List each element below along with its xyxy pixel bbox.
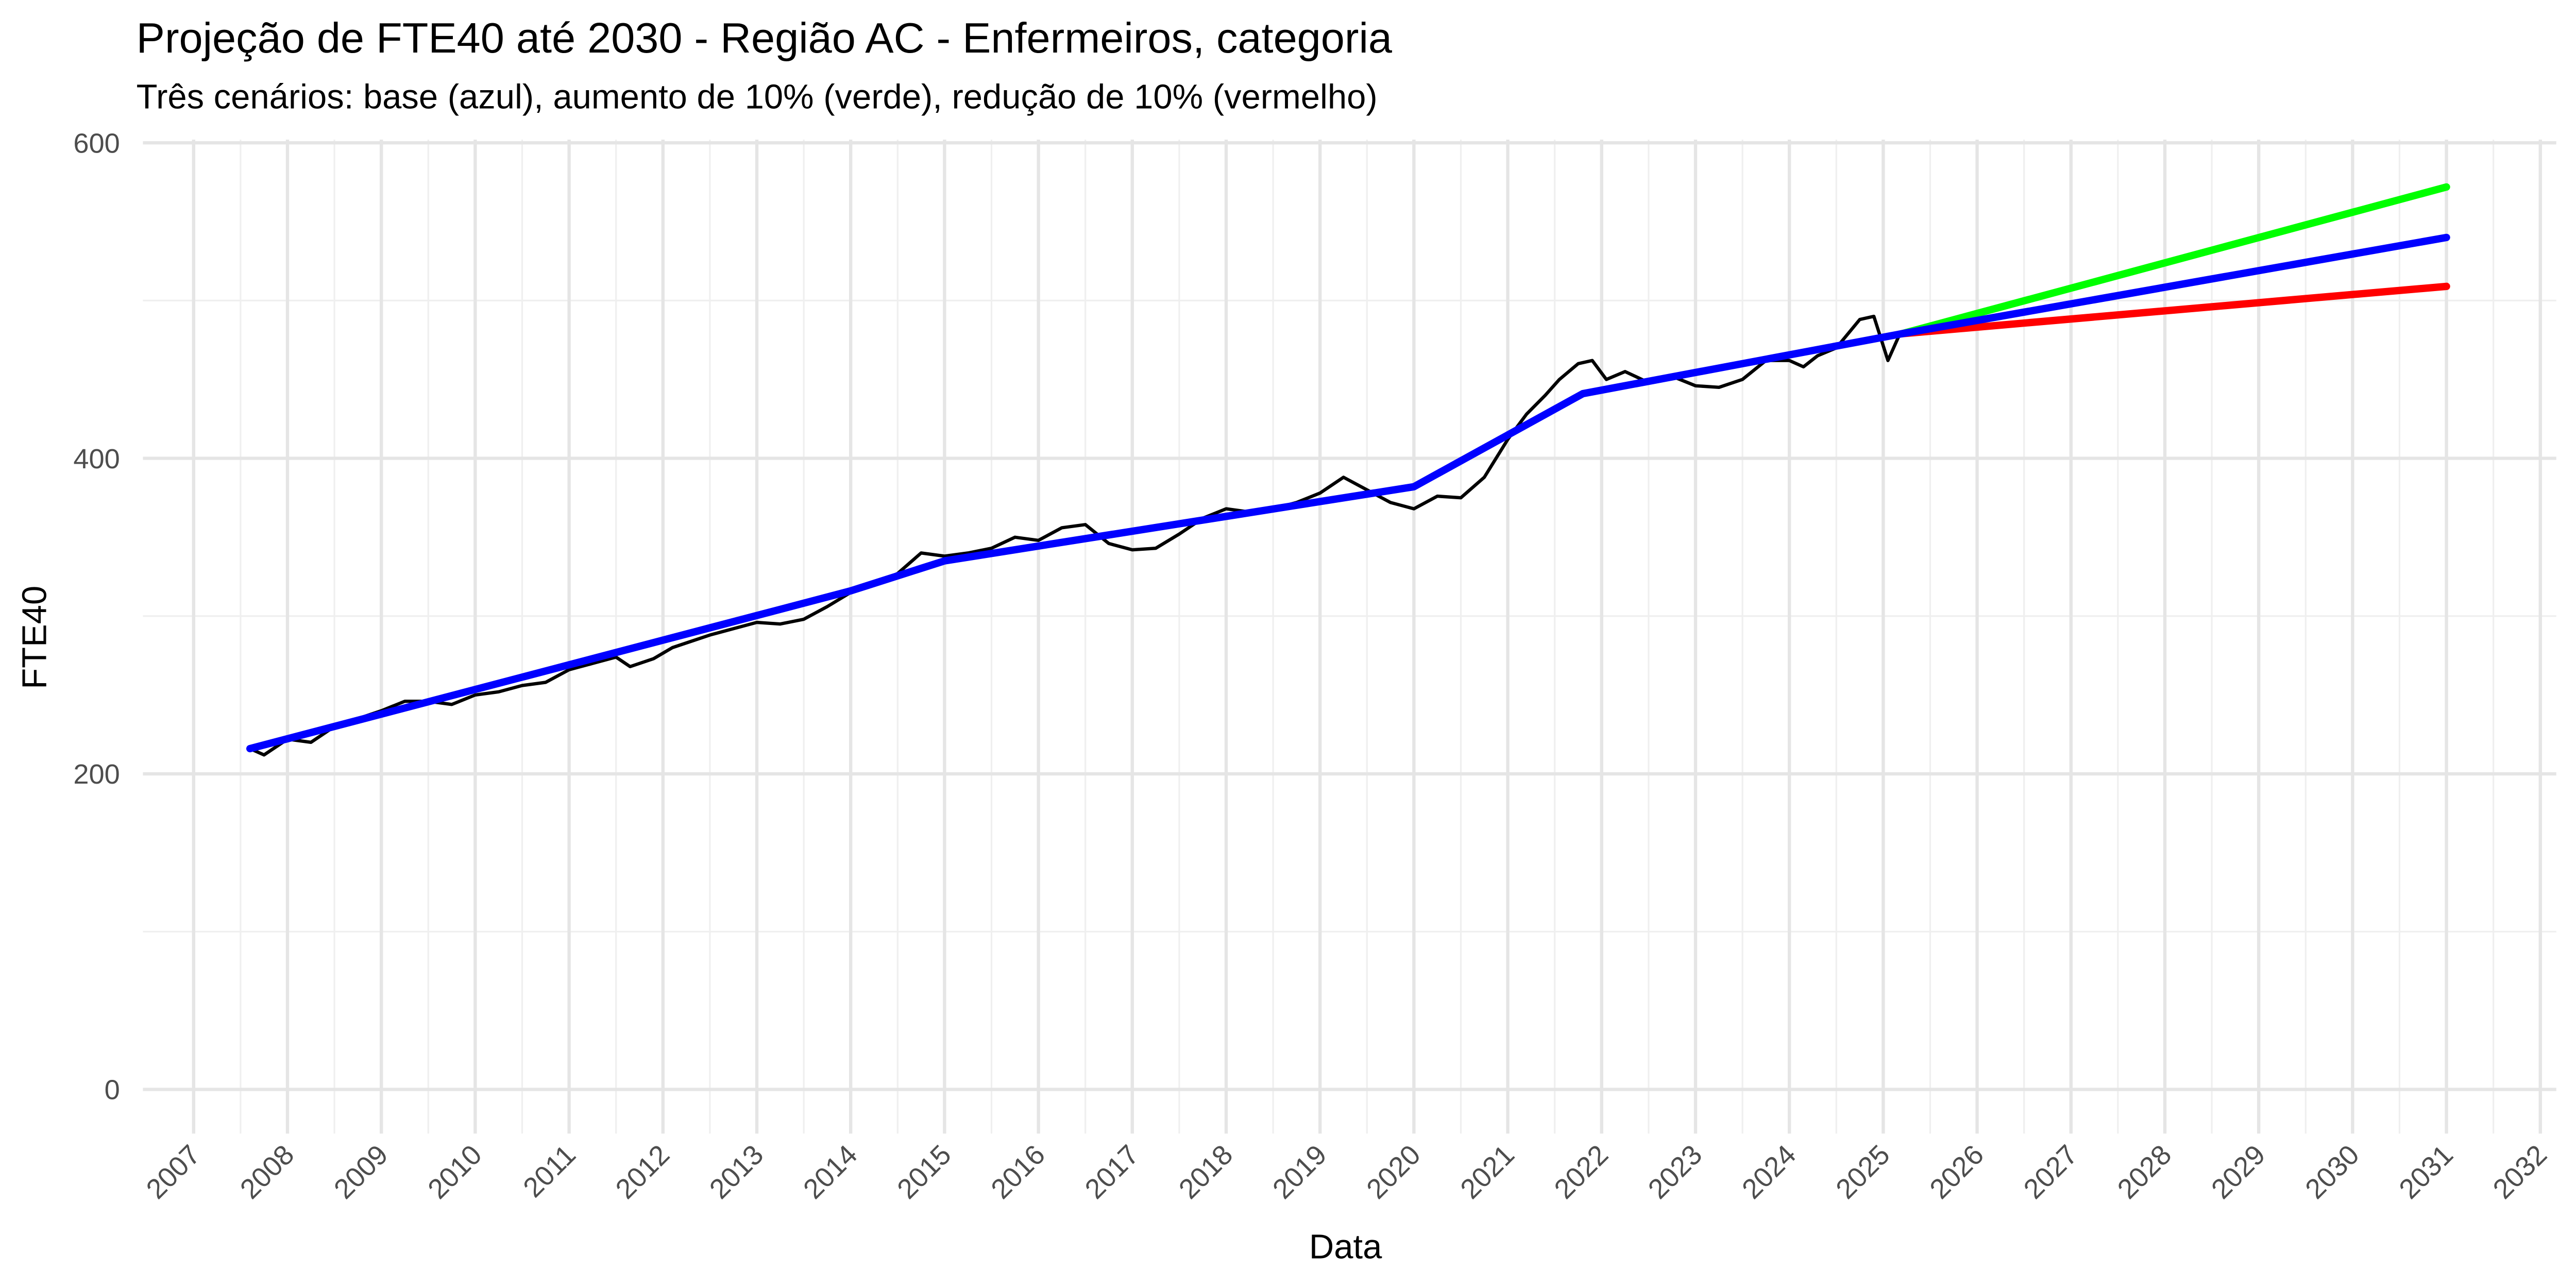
x-tick-label: 2022 (1549, 1139, 1615, 1205)
x-tick-label: 2016 (985, 1139, 1051, 1205)
x-tick-label: 2025 (1830, 1139, 1896, 1205)
x-tick-label: 2013 (704, 1139, 770, 1205)
x-tick-label: 2030 (2299, 1139, 2365, 1205)
x-tick-label: 2032 (2487, 1139, 2553, 1205)
x-tick-label: 2029 (2206, 1139, 2272, 1205)
series-line (246, 233, 2450, 753)
y-tick-label: 0 (105, 1075, 120, 1106)
x-axis-title: Data (1309, 1228, 1382, 1266)
x-tick-label: 2020 (1361, 1139, 1427, 1205)
y-axis-title: FTE40 (15, 586, 54, 689)
x-tick-label: 2028 (2112, 1139, 2178, 1205)
x-tick-label: 2012 (610, 1139, 676, 1205)
x-tick-label: 2010 (422, 1139, 488, 1205)
grid (143, 140, 2556, 1134)
chart-title: Projeção de FTE40 até 2030 - Região AC -… (137, 14, 1393, 62)
x-tick-label: 2026 (1924, 1139, 1990, 1205)
x-tick-label: 2019 (1267, 1139, 1333, 1205)
x-tick-label: 2008 (234, 1139, 300, 1205)
plot-area (246, 183, 2450, 757)
x-tick-label: 2014 (798, 1139, 863, 1205)
x-tick-label: 2007 (141, 1139, 207, 1205)
x-tick-label: 2027 (2018, 1139, 2084, 1205)
x-tick-label: 2021 (1454, 1139, 1520, 1205)
series-line (1898, 183, 2450, 337)
y-tick-label: 400 (73, 444, 120, 474)
x-tick-label: 2031 (2393, 1139, 2459, 1205)
y-tick-label: 200 (73, 759, 120, 790)
x-tick-label: 2023 (1642, 1139, 1708, 1205)
x-tick-label: 2024 (1736, 1139, 1802, 1205)
x-tick-label: 2011 (517, 1139, 582, 1204)
series-line (1898, 282, 2450, 337)
x-tick-label: 2018 (1173, 1139, 1239, 1205)
x-tick-label: 2017 (1079, 1139, 1145, 1205)
y-tick-label: 600 (73, 128, 120, 159)
x-tick-label: 2009 (328, 1139, 394, 1205)
x-tick-label: 2015 (891, 1139, 957, 1205)
chart-subtitle: Três cenários: base (azul), aumento de 1… (137, 77, 1378, 116)
